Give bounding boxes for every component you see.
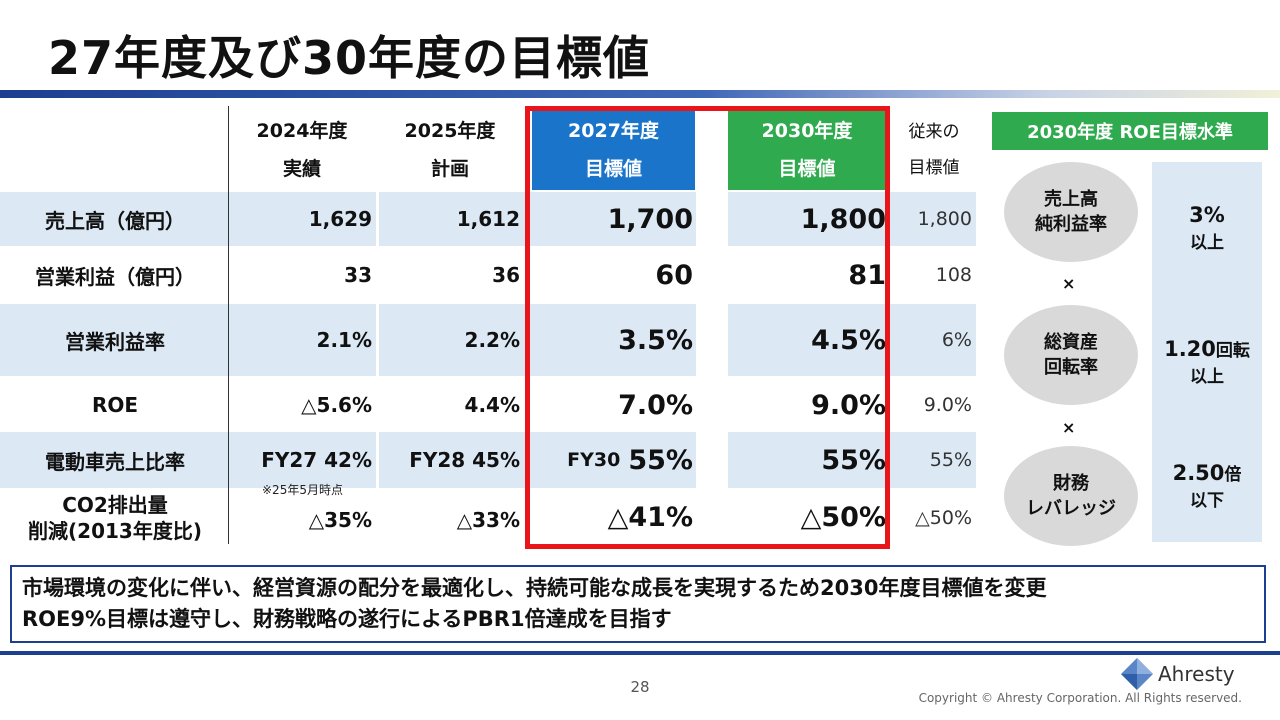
cell-roe-fy2025: 4.4% <box>464 393 520 417</box>
row-label-ev-ratio: 電動車売上比率 <box>45 449 185 474</box>
summary-message: 市場環境の変化に伴い、経営資源の配分を最適化し、持続可能な成長を実現するため20… <box>10 565 1266 643</box>
roe-panel-header: 2030年度 ROE目標水準 <box>992 112 1268 150</box>
row-band-sales <box>0 192 978 246</box>
footnote: ※25年5月時点 <box>262 483 343 497</box>
logo-text: Ahresty <box>1158 662 1235 686</box>
multiply-symbol: × <box>1062 418 1076 437</box>
footer-divider <box>0 651 1280 655</box>
cell-roe-fy2024: △5.6% <box>301 393 372 417</box>
cell-margin-fy2030: 4.5% <box>811 324 886 356</box>
cell-roe-old: 9.0% <box>923 394 972 416</box>
header-fy2025: 2025年度 計画 <box>404 120 496 180</box>
row-band-ev <box>0 432 978 488</box>
page-number: 28 <box>630 678 650 696</box>
cell-margin-fy2025: 2.2% <box>464 328 520 352</box>
logo-mark-icon <box>1121 658 1153 690</box>
column-divider <box>376 106 379 544</box>
roe-target-net-margin: 3% 以上 <box>1189 203 1225 253</box>
row-band-margin <box>0 304 978 376</box>
cell-co2-fy2027: △41% <box>607 501 693 533</box>
cell-sales-fy2030: 1,800 <box>800 203 886 235</box>
cell-sales-fy2024: 1,629 <box>308 207 372 231</box>
roe-factor-net-margin: 売上高 純利益率 <box>1004 162 1138 262</box>
cell-roe-fy2030: 9.0% <box>811 389 886 421</box>
header-fy2030: 2030年度 目標値 <box>728 110 886 190</box>
cell-op-fy2027: 60 <box>655 259 693 291</box>
header-fy2024: 2024年度 実績 <box>256 120 348 180</box>
cell-co2-fy2030: △50% <box>800 501 886 533</box>
cell-margin-old: 6% <box>941 329 972 351</box>
column-divider <box>228 106 229 544</box>
cell-ev-fy2024: FY27 42% <box>261 448 372 472</box>
row-label-sales: 売上高（億円） <box>45 208 185 233</box>
cell-co2-old: △50% <box>915 507 972 529</box>
cell-co2-fy2024: △35% <box>308 508 372 532</box>
page-title: 27年度及び30年度の目標値 <box>48 31 651 85</box>
roe-values-column <box>1152 162 1262 542</box>
cell-co2-fy2025: △33% <box>456 508 520 532</box>
row-label-operating-profit: 営業利益（億円） <box>35 264 195 289</box>
highlight-box-targets <box>525 106 890 549</box>
cell-ev-fy2027-prefix: FY30 <box>567 449 621 471</box>
company-logo: Ahresty <box>1120 656 1250 692</box>
row-label-operating-margin: 営業利益率 <box>65 329 165 354</box>
header-previous-target: 従来の 目標値 <box>908 122 960 178</box>
cell-op-fy2030: 81 <box>848 259 886 291</box>
copyright: Copyright © Ahresty Corporation. All Rig… <box>918 691 1242 705</box>
title-underline <box>0 90 1280 98</box>
multiply-symbol: × <box>1062 274 1076 293</box>
column-divider <box>976 106 988 544</box>
cell-sales-old: 1,800 <box>917 208 972 230</box>
cell-ev-fy2025: FY28 45% <box>409 448 520 472</box>
cell-ev-fy2027-value: 55% <box>628 444 693 476</box>
cell-ev-fy2030: 55% <box>821 444 886 476</box>
cell-op-fy2025: 36 <box>492 263 520 287</box>
cell-roe-fy2027: 7.0% <box>618 389 693 421</box>
row-label-roe: ROE <box>91 393 139 417</box>
header-fy2027: 2027年度 目標値 <box>532 110 695 190</box>
cell-margin-fy2027: 3.5% <box>618 324 693 356</box>
roe-factor-asset-turnover: 総資産 回転率 <box>1004 305 1138 405</box>
cell-op-fy2024: 33 <box>344 263 372 287</box>
cell-sales-fy2025: 1,612 <box>456 207 520 231</box>
row-label-co2: CO2排出量 削減(2013年度比) <box>28 493 202 543</box>
cell-op-old: 108 <box>935 264 972 286</box>
roe-target-asset-turnover: 1.20回転 以上 <box>1164 337 1250 387</box>
cell-sales-fy2027: 1,700 <box>607 203 693 235</box>
cell-margin-fy2024: 2.1% <box>316 328 372 352</box>
roe-factor-leverage: 財務 レバレッジ <box>1004 446 1138 546</box>
cell-ev-fy2027: FY30 55% <box>530 432 693 488</box>
column-divider <box>696 106 728 544</box>
cell-ev-old: 55% <box>929 449 972 471</box>
roe-target-leverage: 2.50倍 以下 <box>1172 461 1242 511</box>
